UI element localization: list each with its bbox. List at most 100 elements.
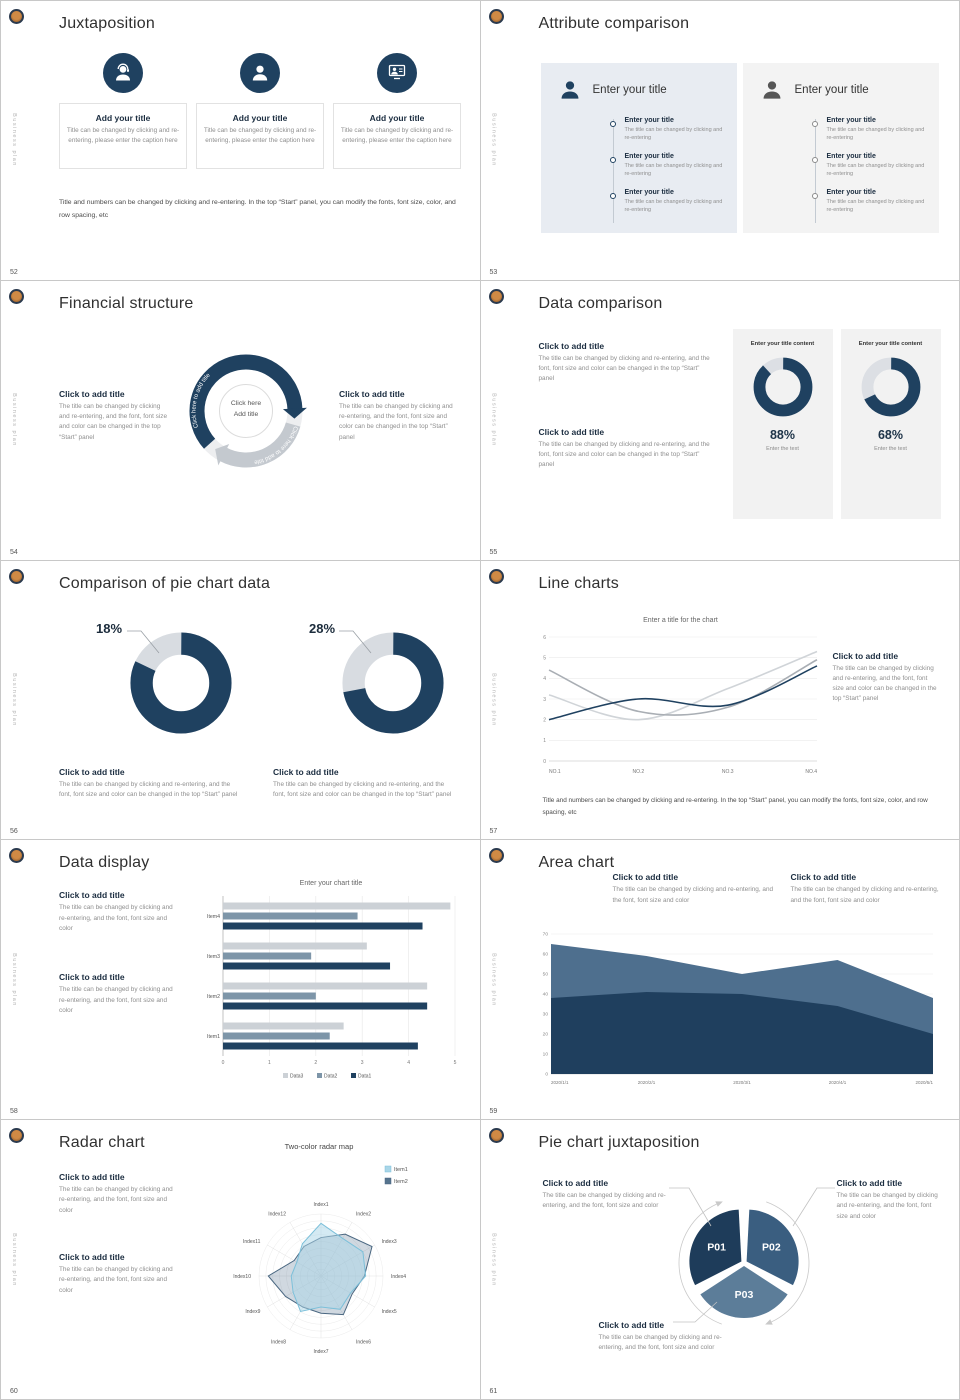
svg-text:Index12: Index12 bbox=[268, 1212, 286, 1218]
text-block: Click to add title The title can be chan… bbox=[791, 872, 941, 906]
slide-title: Juxtaposition bbox=[59, 15, 155, 32]
feature-column: Add your title Title can be changed by c… bbox=[59, 53, 187, 169]
feature-column: Add your title Title can be changed by c… bbox=[333, 53, 461, 169]
svg-text:2020/1/1: 2020/1/1 bbox=[551, 1080, 569, 1085]
slide-footer-note: Title and numbers can be changed by clic… bbox=[59, 199, 456, 219]
vertical-brand-text: Business plan bbox=[11, 1232, 17, 1287]
svg-text:Item3: Item3 bbox=[207, 954, 220, 960]
block-title: Click to add title bbox=[59, 972, 125, 983]
cycle-center-line1: Click here bbox=[230, 399, 262, 407]
donut-chart-68 bbox=[861, 357, 920, 417]
svg-text:NO.3: NO.3 bbox=[721, 769, 733, 775]
slide-59[interactable]: Business plan Area chart Click to add ti… bbox=[480, 840, 959, 1120]
svg-text:Index9: Index9 bbox=[245, 1309, 260, 1315]
attribute-panel-right: Enter your title Enter your title The ti… bbox=[742, 63, 939, 233]
timeline-line bbox=[814, 119, 816, 223]
slide-number: 54 bbox=[10, 548, 18, 556]
slide-number: 55 bbox=[489, 548, 498, 556]
panel-title: Enter your title content bbox=[858, 340, 923, 347]
vertical-brand-text: Business plan bbox=[11, 393, 17, 448]
svg-text:2020/2/1: 2020/2/1 bbox=[637, 1080, 655, 1085]
block-title: Click to add title bbox=[836, 1178, 903, 1189]
svg-text:NO.4: NO.4 bbox=[805, 769, 817, 775]
svg-text:60: 60 bbox=[542, 952, 548, 958]
slide-57[interactable]: Business plan Line charts Enter a title … bbox=[480, 560, 959, 840]
svg-text:70: 70 bbox=[542, 932, 548, 938]
block-title: Click to add title bbox=[538, 426, 605, 437]
slide-56[interactable]: Business plan Comparison of pie chart da… bbox=[1, 560, 480, 840]
block-caption: The title can be changed by clicking and… bbox=[59, 1266, 173, 1294]
slide-title: Attribute comparison bbox=[538, 15, 690, 32]
timeline-dot bbox=[812, 121, 818, 127]
svg-text:Item1: Item1 bbox=[207, 1034, 220, 1040]
vertical-brand-text: Business plan bbox=[490, 113, 497, 168]
svg-text:NO.2: NO.2 bbox=[632, 769, 644, 775]
percent-label: 28% bbox=[309, 620, 336, 636]
item-caption: The title can be changed by clicking and… bbox=[624, 163, 723, 178]
item-heading: Enter your title bbox=[624, 117, 674, 124]
svg-text:10: 10 bbox=[542, 1052, 548, 1058]
brand-logo-icon bbox=[9, 568, 24, 584]
svg-text:1: 1 bbox=[268, 1060, 271, 1066]
slide-60[interactable]: Business plan Radar chart Click to add t… bbox=[1, 1120, 480, 1399]
percent-label: 18% bbox=[96, 620, 123, 636]
svg-text:Index5: Index5 bbox=[382, 1309, 397, 1315]
text-block: Click to add title The title can be chan… bbox=[837, 1178, 941, 1222]
svg-text:5: 5 bbox=[454, 1060, 457, 1066]
timeline-item: Enter your title The title can be change… bbox=[625, 153, 725, 179]
slide-number: 57 bbox=[489, 828, 498, 836]
item-caption: The title can be changed by clicking and… bbox=[624, 127, 723, 142]
timeline-item: Enter your title The title can be change… bbox=[625, 189, 725, 215]
box-heading: Add your title bbox=[232, 113, 288, 123]
donut-value: 68% bbox=[877, 427, 904, 442]
slide-title: Pie chart juxtaposition bbox=[538, 1134, 700, 1152]
item-caption: The title can be changed by clicking and… bbox=[826, 199, 925, 214]
svg-text:2020/5/1: 2020/5/1 bbox=[915, 1080, 933, 1085]
cycle-center-line2: Add title bbox=[233, 410, 259, 418]
brand-logo-icon bbox=[9, 848, 24, 864]
block-title: Click to add title bbox=[339, 388, 405, 399]
timeline-dot bbox=[610, 121, 616, 127]
person-icon bbox=[561, 81, 578, 99]
block-title: Click to add title bbox=[273, 766, 339, 777]
slide-55[interactable]: Business plan Data comparison Click to a… bbox=[480, 280, 959, 560]
brand-logo-icon bbox=[9, 9, 24, 24]
text-block: Click to add title The title can be chan… bbox=[273, 767, 453, 801]
slide-58[interactable]: Business plan Data display Click to add … bbox=[1, 840, 480, 1120]
item-caption: The title can be changed by clicking and… bbox=[624, 199, 723, 214]
brand-logo-icon bbox=[488, 288, 504, 304]
svg-text:P03: P03 bbox=[734, 1289, 753, 1301]
donut-value: 88% bbox=[769, 427, 796, 442]
slide-54[interactable]: Business plan Financial structure Click … bbox=[1, 280, 480, 560]
attribute-panel-left: Enter your title Enter your title The ti… bbox=[540, 63, 737, 233]
caption-box: Add your title Title can be changed by c… bbox=[196, 103, 324, 169]
block-caption: The title can be changed by clicking and… bbox=[542, 1192, 666, 1210]
text-block: Click to add title The title can be chan… bbox=[59, 389, 169, 443]
slide-number: 56 bbox=[10, 828, 18, 836]
svg-text:2: 2 bbox=[314, 1060, 317, 1066]
slide-61[interactable]: Business plan Pie chart juxtaposition P0… bbox=[480, 1120, 959, 1399]
timeline-dot bbox=[610, 193, 616, 199]
slide-title: Line charts bbox=[538, 574, 619, 592]
slide-53[interactable]: Business plan Attribute comparison Enter… bbox=[480, 1, 959, 280]
svg-text:Item4: Item4 bbox=[207, 914, 220, 920]
bar-chart: 0 1 2 3 4 5 Item4 Item3 Item2 Item1 Data3 Data2 Data… bbox=[207, 896, 457, 1080]
slide-52[interactable]: Business plan Juxtaposition Add your tit… bbox=[1, 1, 480, 280]
svg-text:P02: P02 bbox=[762, 1242, 781, 1254]
svg-text:Index1: Index1 bbox=[313, 1202, 328, 1208]
text-block: Click to add title The title can be chan… bbox=[339, 389, 457, 443]
vertical-brand-text: Business plan bbox=[490, 393, 497, 448]
box-heading: Add your title bbox=[95, 113, 151, 123]
donut-chart-88 bbox=[753, 357, 812, 417]
panel-footer: Enter the text bbox=[874, 445, 907, 452]
brand-logo-icon bbox=[9, 1128, 24, 1144]
chart-title: Enter your chart title bbox=[299, 880, 363, 888]
block-caption: The title can be changed by clicking and… bbox=[598, 1334, 722, 1352]
block-caption: The title can be changed by clicking and… bbox=[538, 440, 710, 469]
text-block: Click to add title The title can be chan… bbox=[599, 1320, 731, 1354]
svg-text:2: 2 bbox=[543, 717, 546, 723]
brand-logo-icon bbox=[9, 288, 24, 304]
svg-text:4: 4 bbox=[407, 1060, 410, 1066]
